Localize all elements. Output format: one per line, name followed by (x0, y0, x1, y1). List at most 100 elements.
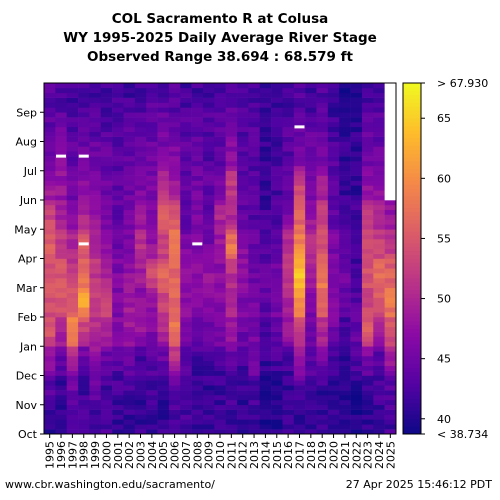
heatmap-cell (339, 424, 351, 430)
colorbar-segment (403, 254, 421, 259)
heatmap-cell (202, 326, 215, 332)
heatmap-cell (327, 263, 340, 269)
heatmap-cell (55, 180, 68, 186)
heatmap-cell (214, 341, 226, 347)
heatmap-cell (44, 268, 56, 274)
heatmap-cell (168, 351, 181, 357)
heatmap-cell (305, 258, 317, 264)
heatmap-cell (202, 170, 215, 176)
heatmap-cell (271, 234, 283, 240)
heatmap-cell (282, 141, 295, 147)
heatmap-cell (327, 195, 340, 201)
colorbar-segment (403, 270, 421, 275)
heatmap-cell (66, 165, 79, 172)
heatmap-cell (339, 331, 351, 337)
heatmap-cell (66, 365, 79, 371)
heatmap-cell (134, 297, 147, 303)
heatmap-cell (112, 141, 124, 147)
heatmap-cell (168, 273, 181, 279)
colorbar-segment (403, 274, 421, 279)
heatmap-cell (180, 161, 192, 167)
heatmap-cell (123, 307, 136, 313)
heatmap-cell (66, 112, 79, 118)
heatmap-cell (361, 209, 374, 215)
heatmap-cell (305, 273, 317, 279)
heatmap-cell (248, 380, 261, 386)
heatmap-cell (271, 219, 283, 225)
heatmap-cell (134, 356, 147, 362)
heatmap-cell (168, 107, 181, 113)
heatmap-cell (350, 356, 363, 362)
heatmap-cell (157, 117, 170, 123)
heatmap-cell (123, 131, 136, 137)
heatmap-cell (66, 375, 79, 381)
heatmap-cell (180, 136, 192, 142)
heatmap-cell (373, 83, 385, 89)
heatmap-cell (248, 419, 261, 425)
heatmap-cell (168, 263, 181, 269)
heatmap-cell (259, 307, 272, 313)
heatmap-cell (89, 351, 102, 357)
heatmap-cell (350, 214, 363, 220)
heatmap-cell (78, 297, 90, 303)
heatmap-cell (157, 424, 170, 430)
heatmap-cell (316, 214, 329, 220)
heatmap-cell (293, 268, 306, 274)
heatmap-cell (168, 112, 181, 118)
heatmap-cell (100, 268, 113, 274)
heatmap-cell (78, 185, 90, 191)
heatmap-cell (44, 107, 56, 113)
heatmap-cell (180, 395, 192, 401)
heatmap-cell (146, 399, 158, 406)
heatmap-cell (112, 399, 124, 406)
heatmap-cell (327, 239, 340, 245)
heatmap-cell (66, 268, 79, 274)
footer-source-link[interactable]: www.cbr.washington.edu/sacramento/ (5, 478, 215, 491)
heatmap-cell (89, 112, 102, 118)
heatmap-cell (168, 380, 181, 386)
heatmap-cell (157, 248, 170, 254)
heatmap-cell (44, 282, 56, 289)
heatmap-cell (373, 131, 385, 137)
x-tick-label: 2019 (316, 441, 329, 469)
heatmap-cell (248, 195, 261, 201)
heatmap-cell (293, 341, 306, 347)
heatmap-cell (350, 117, 363, 123)
heatmap-cell (89, 170, 102, 176)
heatmap-cell (123, 312, 136, 318)
heatmap-cell (361, 190, 374, 196)
heatmap-cell (361, 161, 374, 167)
heatmap-cell (259, 263, 272, 269)
heatmap-cell (44, 219, 56, 225)
heatmap-cell (89, 375, 102, 381)
heatmap-cell (66, 243, 79, 250)
heatmap-cell (293, 395, 306, 401)
colorbar-segment (403, 406, 421, 411)
heatmap-cell (191, 92, 204, 98)
heatmap-cell (225, 307, 238, 313)
heatmap-cell (305, 356, 317, 362)
heatmap-cell (373, 185, 385, 191)
heatmap-cell (168, 404, 181, 410)
heatmap-cell (100, 165, 113, 172)
heatmap-cell (134, 253, 147, 259)
heatmap-cell (180, 156, 192, 162)
heatmap-cell (361, 112, 374, 118)
heatmap-cell (305, 404, 317, 410)
heatmap-cell (225, 273, 238, 279)
heatmap-cell (100, 395, 113, 401)
heatmap-cell (89, 258, 102, 264)
heatmap-cell (361, 117, 374, 123)
heatmap-cell (248, 404, 261, 410)
heatmap-cell (157, 414, 170, 420)
heatmap-cell (44, 370, 56, 376)
heatmap-cell (134, 239, 147, 245)
heatmap-cell (305, 224, 317, 230)
heatmap-cell (305, 117, 317, 123)
heatmap-cell (293, 258, 306, 264)
heatmap-cell (180, 380, 192, 386)
heatmap-cell (100, 331, 113, 337)
heatmap-cell (191, 224, 204, 230)
footer-timestamp: 27 Apr 2025 15:46:12 PDT (345, 478, 492, 491)
heatmap-cell (305, 204, 317, 211)
